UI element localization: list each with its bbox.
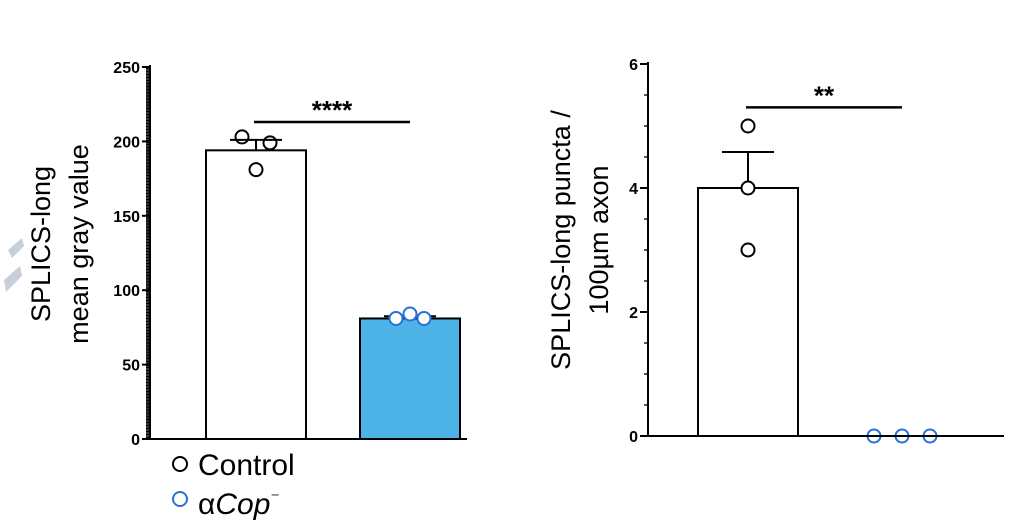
data-point-0-2 [248, 162, 264, 178]
data-point-1-2 [416, 310, 432, 326]
y-tick-label: 6 [629, 57, 638, 74]
legend-item-acop: αCop⁻ [172, 488, 280, 521]
data-point-1-1 [402, 306, 418, 322]
y-axis-title-line-0: SPLICS-long [26, 166, 56, 322]
y-tick-label: 100 [113, 283, 140, 300]
data-point-1-0 [388, 310, 404, 326]
significance-label: ** [814, 80, 835, 110]
error-bar-0 [230, 138, 282, 151]
watermark-mark [4, 238, 24, 292]
y-axis-title-line-1: 100µm axon [584, 165, 614, 314]
data-point-0-0 [234, 129, 250, 145]
significance-bracket: ** [746, 80, 902, 110]
data-point-0-1 [740, 180, 756, 196]
legend-symbol-control [172, 456, 188, 472]
y-tick-label: 250 [113, 60, 140, 77]
y-tick-label: 0 [131, 432, 140, 449]
legend-label-acop: αCop⁻ [198, 488, 280, 521]
y-tick-label: 200 [113, 134, 140, 151]
legend-symbol-acop [172, 491, 188, 507]
data-point-0-2 [740, 242, 756, 258]
chart-mean-gray-value: 0 50 100 150 200 250 SPLICS-long mean gray valu… [26, 60, 467, 449]
data-point-0-1 [262, 135, 278, 151]
y-tick-label: 0 [629, 429, 638, 446]
y-axis-title-line-0: SPLICS-long puncta / [546, 110, 576, 370]
y-tick-label: 4 [629, 181, 638, 198]
bar-0 [697, 187, 799, 437]
bar-1 [359, 317, 461, 440]
legend-item-control: Control [172, 449, 295, 482]
significance-label: **** [312, 95, 353, 125]
y-axis-title-line-1: mean gray value [64, 144, 94, 344]
bar-0 [205, 149, 307, 440]
y-tick-label: 50 [122, 358, 140, 375]
y-tick-label: 2 [629, 305, 638, 322]
chart-puncta-per-axon: 0 2 4 6 SPLICS-long puncta / 100µm axon ** [546, 57, 1004, 446]
legend: Control αCop⁻ [172, 449, 295, 521]
legend-label-control: Control [198, 449, 295, 482]
data-point-0-0 [740, 118, 756, 134]
significance-bracket: **** [254, 95, 410, 125]
y-tick-label: 150 [113, 209, 140, 226]
